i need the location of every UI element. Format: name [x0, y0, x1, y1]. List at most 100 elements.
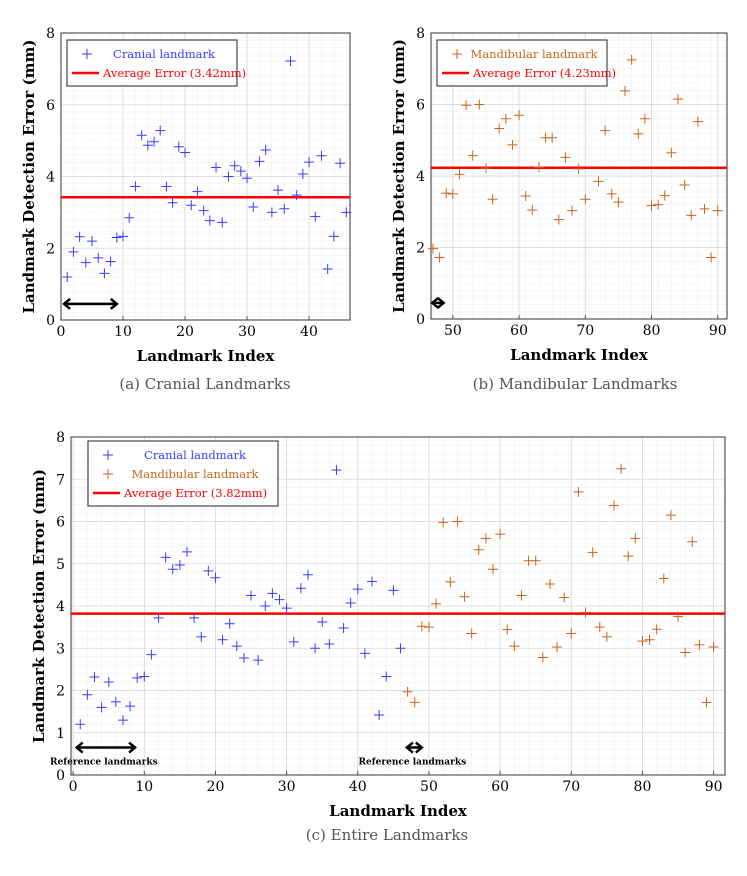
data-point-cranial	[68, 246, 79, 257]
data-point-mandibular	[409, 697, 420, 708]
y-tick-label: 0	[46, 313, 55, 329]
data-point-mandibular	[601, 631, 612, 642]
data-point-cranial	[310, 211, 321, 222]
data-point-mandibular	[567, 205, 578, 216]
data-point-mandibular	[533, 162, 544, 173]
y-tick-label: 2	[56, 684, 65, 700]
data-point-cranial	[253, 655, 264, 666]
data-point-mandibular	[494, 123, 505, 134]
x-tick-label: 30	[278, 779, 296, 795]
data-point-cranial	[74, 231, 85, 242]
data-point-cranial	[246, 590, 257, 601]
data-point-cranial	[124, 212, 135, 223]
legend: Cranial landmark Average Error (3.42mm)	[66, 39, 246, 87]
data-point-mandibular	[466, 628, 477, 639]
data-point-cranial	[173, 141, 184, 152]
data-point-cranial	[291, 190, 302, 201]
data-point-cranial	[367, 576, 378, 587]
x-tick-label: 10	[114, 324, 132, 340]
data-point-mandibular	[639, 113, 650, 124]
x-tick-label: 0	[69, 779, 78, 795]
data-point-cranial	[160, 552, 171, 563]
data-point-cranial	[273, 185, 284, 196]
x-tick-label: 20	[176, 324, 194, 340]
y-tick-label: 7	[56, 472, 65, 488]
data-point-mandibular	[500, 113, 511, 124]
data-point-cranial	[118, 231, 129, 242]
reference-label: Reference landmarks	[50, 758, 158, 768]
data-point-cranial	[223, 171, 234, 182]
x-tick-label: 60	[510, 323, 528, 339]
x-tick-label: 40	[349, 779, 367, 795]
data-point-cranial	[266, 207, 277, 218]
legend-label: Cranial landmark	[144, 448, 247, 462]
data-point-mandibular	[547, 132, 558, 143]
data-point-mandibular	[474, 99, 485, 110]
data-point-cranial	[260, 144, 271, 155]
data-point-cranial	[328, 231, 339, 242]
data-point-cranial	[181, 546, 192, 557]
data-point-cranial	[117, 715, 128, 726]
legend-marker	[452, 49, 462, 59]
data-point-mandibular	[447, 188, 458, 199]
y-axis-label: Landmark Detection Error (mm)	[30, 469, 48, 743]
reference-arrow	[404, 741, 424, 754]
data-point-mandibular	[637, 636, 648, 647]
data-point-cranial	[374, 710, 385, 721]
data-point-mandibular	[708, 641, 719, 652]
legend-label: Mandibular landmark	[131, 467, 259, 481]
chart-a: 0 10 20 30 40 0 2 4 6 8 Landmark Index Landmark Det…	[20, 26, 352, 393]
data-point-cranial	[180, 147, 191, 158]
subfigure-caption: (a) Cranial Landmarks	[119, 375, 290, 393]
x-axis-label: Landmark Index	[510, 346, 649, 364]
subfigure-caption: (b) Mandibular Landmarks	[473, 375, 678, 393]
data-point-mandibular	[623, 551, 634, 562]
data-point-mandibular	[488, 564, 499, 575]
data-point-mandibular	[452, 516, 463, 527]
data-point-cranial	[89, 671, 100, 682]
data-point-cranial	[149, 136, 160, 147]
data-point-mandibular	[679, 179, 690, 190]
data-point-mandibular	[559, 592, 570, 603]
data-point-cranial	[161, 181, 172, 192]
data-point-cranial	[304, 157, 315, 168]
plot-frame	[60, 32, 351, 321]
data-point-cranial	[204, 215, 215, 226]
data-point-mandibular	[580, 607, 591, 618]
x-tick-label: 90	[705, 779, 723, 795]
data-point-mandibular	[495, 529, 506, 540]
data-point-mandibular	[646, 200, 657, 211]
data-point-cranial	[110, 696, 121, 707]
data-point-mandibular	[694, 639, 705, 650]
data-point-mandibular	[701, 697, 712, 708]
data-point-cranial	[75, 719, 86, 730]
y-axis-label: Landmark Detection Error (mm)	[20, 40, 38, 314]
y-tick-label: 8	[46, 26, 55, 42]
data-point-cranial	[254, 156, 265, 167]
data-point-mandibular	[658, 573, 669, 584]
data-point-mandibular	[587, 547, 598, 558]
data-point-mandibular	[530, 555, 541, 566]
data-point-cranial	[125, 701, 136, 712]
data-point-cranial	[235, 166, 246, 177]
data-point-mandibular	[553, 214, 564, 225]
x-tick-label: 0	[57, 324, 66, 340]
data-point-mandibular	[659, 190, 670, 201]
x-tick-label: 90	[709, 323, 727, 339]
data-point-cranial	[248, 201, 259, 212]
y-tick-label: 6	[416, 98, 425, 114]
data-point-cranial	[238, 652, 249, 663]
plot-frame	[430, 32, 728, 320]
data-point-mandibular	[459, 591, 470, 602]
data-point-mandibular	[594, 622, 605, 633]
data-point-cranial	[111, 232, 122, 243]
data-point-mandibular	[666, 147, 677, 158]
legend-box	[66, 39, 238, 87]
data-point-cranial	[345, 598, 356, 609]
data-point-mandibular	[620, 85, 631, 96]
data-point-mandibular	[467, 150, 478, 161]
data-point-mandibular	[502, 624, 513, 635]
data-point-mandibular	[454, 169, 465, 180]
data-point-mandibular	[686, 210, 697, 221]
